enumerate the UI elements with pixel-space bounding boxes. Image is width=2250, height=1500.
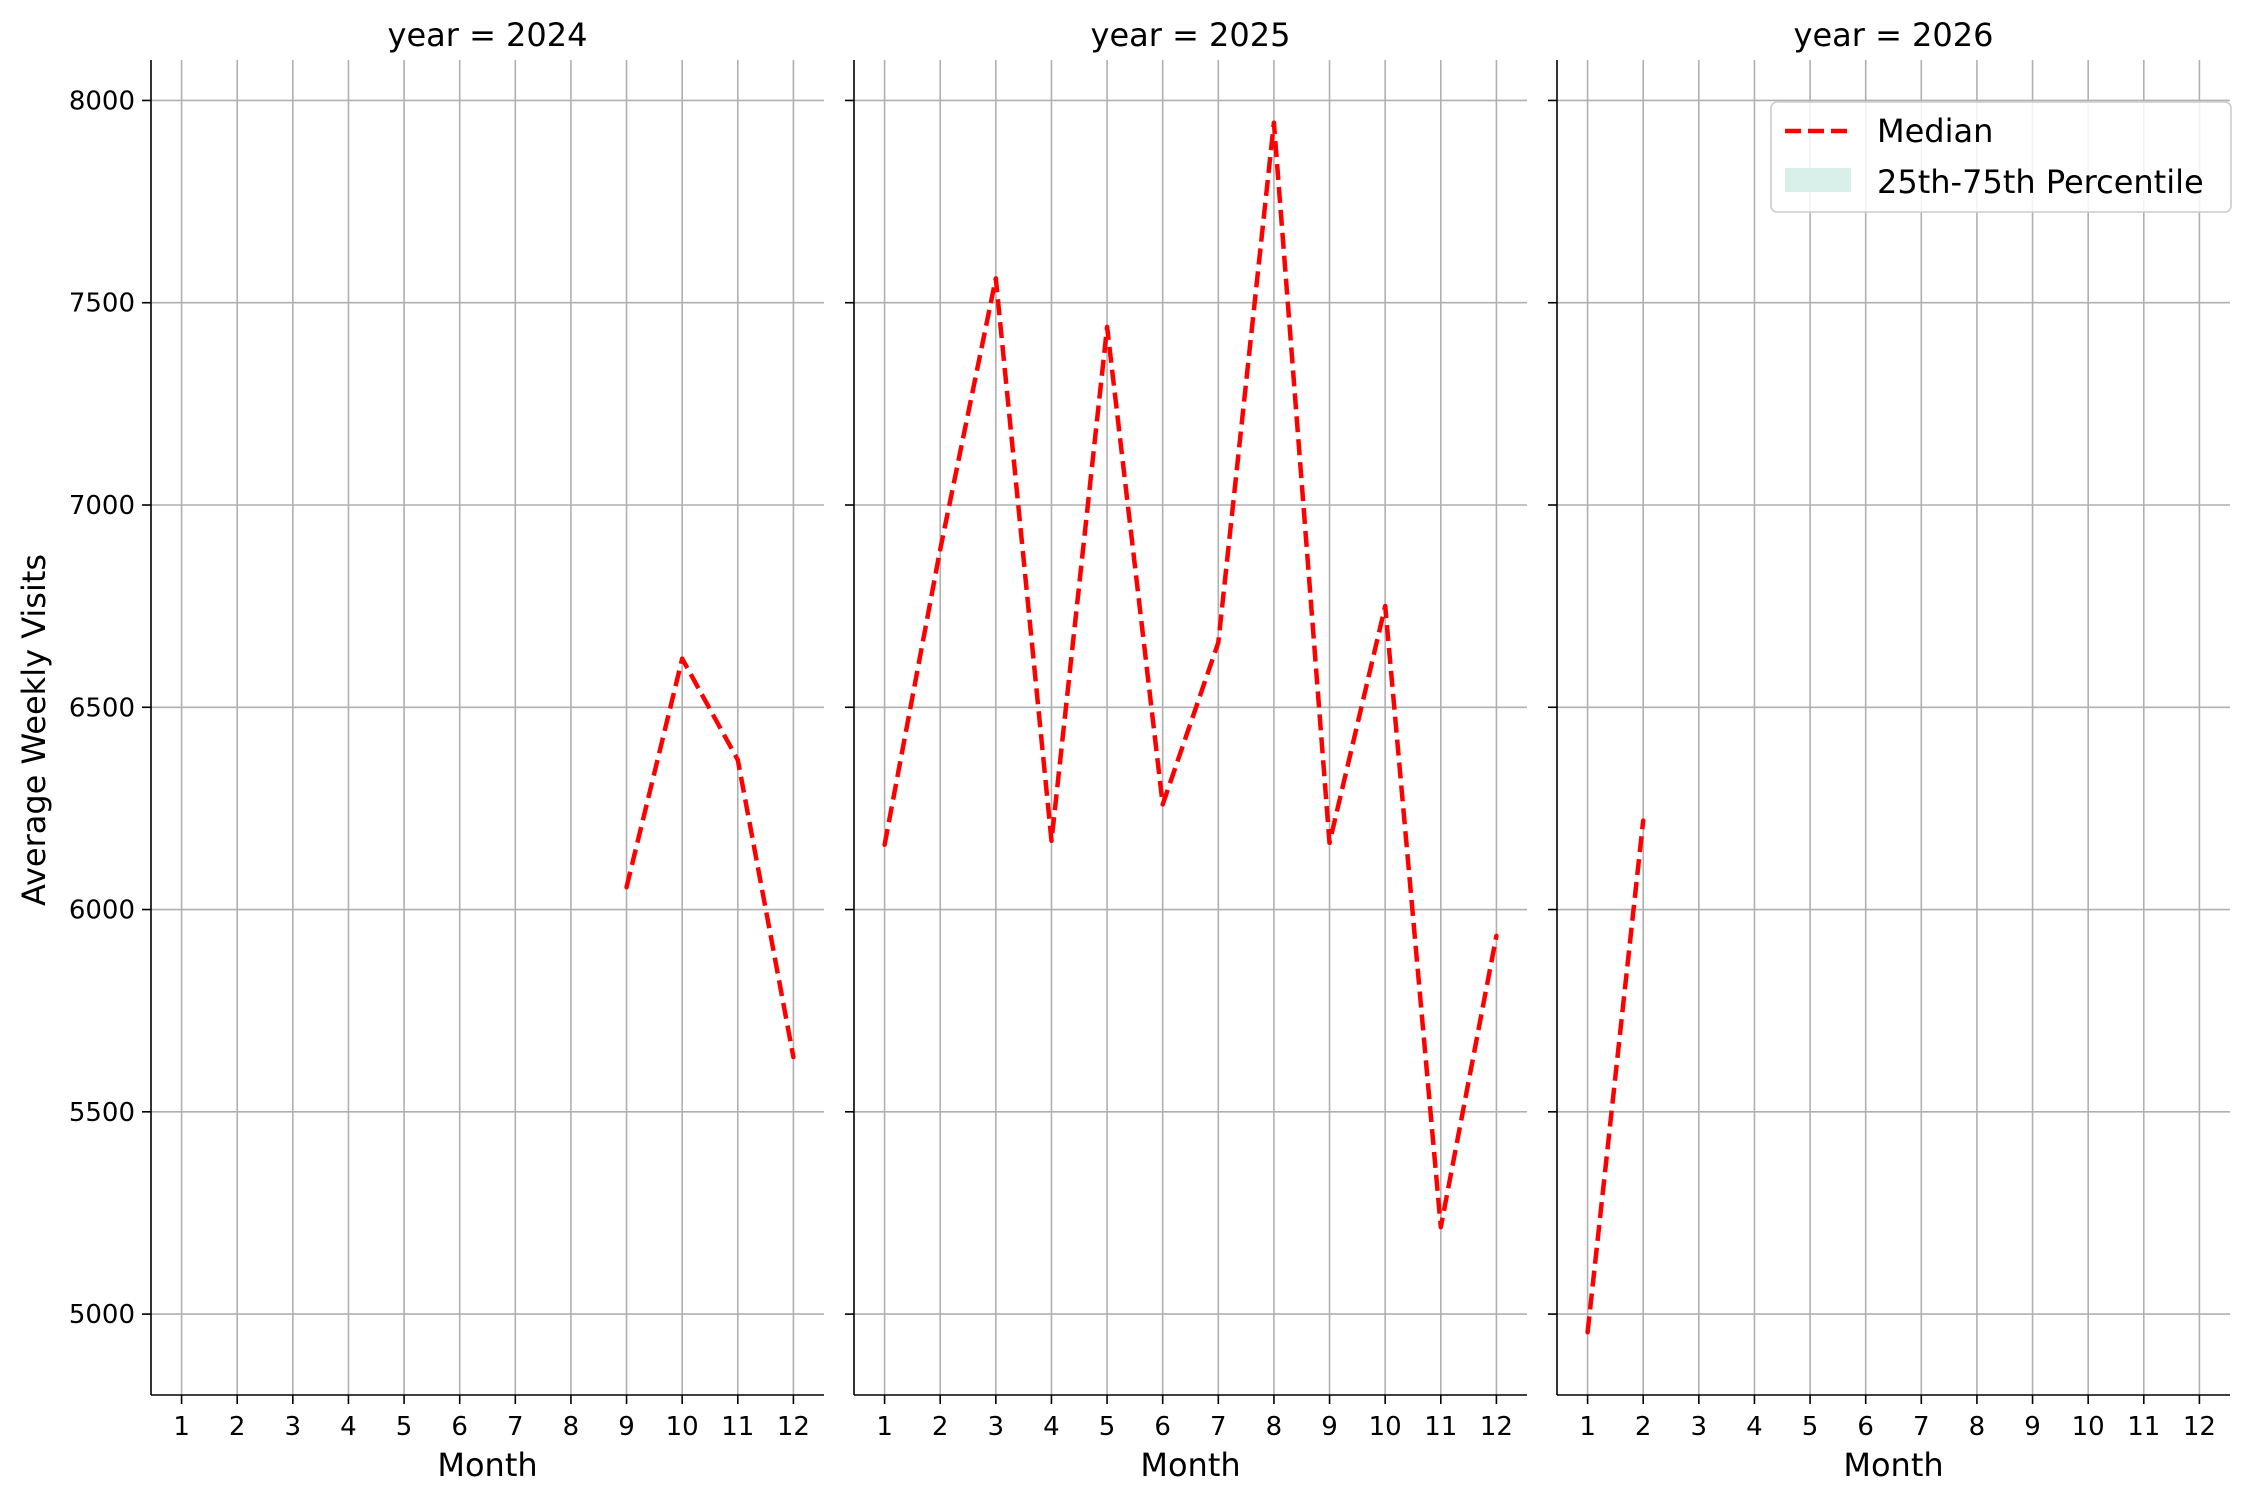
median-point: [1160, 802, 1165, 807]
median-point: [938, 547, 943, 552]
x-tick-label: 2: [932, 1412, 949, 1442]
median-point: [1585, 1330, 1590, 1335]
median-point: [882, 842, 887, 848]
median-point: [735, 757, 740, 763]
median-point: [624, 885, 629, 890]
x-tick-label: 9: [1321, 1412, 1338, 1442]
x-tick-label: 3: [988, 1412, 1005, 1442]
x-tick-label: 1: [876, 1412, 893, 1442]
median-point: [1382, 603, 1388, 609]
x-tick-label: 12: [777, 1412, 810, 1442]
x-axis-label: Month: [437, 1446, 537, 1484]
median-point: [1271, 120, 1277, 125]
y-tick-label: 5000: [69, 1300, 135, 1330]
legend-box: [1770, 101, 2232, 213]
x-tick-label: 9: [618, 1412, 635, 1442]
x-tick-label: 3: [285, 1412, 302, 1442]
legend-median-label: Median: [1877, 112, 1993, 150]
panel-title: year = 2024: [388, 16, 588, 54]
legend: Median 25th-75th Percentile: [1770, 101, 2232, 213]
x-tick-label: 4: [1043, 1412, 1060, 1442]
median-series-line: [1585, 820, 1646, 1333]
median-series-line: [624, 656, 796, 1058]
legend-percentile-swatch: [1785, 168, 1851, 192]
x-tick-label: 8: [1266, 1412, 1283, 1442]
y-tick-label: 5500: [69, 1098, 135, 1128]
y-axis-label: Average Weekly Visits: [15, 554, 53, 906]
y-tick-label: 6000: [69, 896, 135, 926]
x-tick-label: 6: [1857, 1412, 1874, 1442]
y-tick-label: 7000: [69, 491, 135, 521]
x-tick-label: 6: [451, 1412, 468, 1442]
x-tick-label: 2: [1635, 1412, 1652, 1442]
median-point: [1104, 324, 1110, 330]
x-tick-label: 12: [2183, 1412, 2216, 1442]
legend-percentile-label: 25th-75th Percentile: [1877, 163, 2204, 201]
median-point: [679, 656, 685, 661]
y-tick-label: 8000: [69, 86, 135, 116]
x-tick-label: 1: [173, 1412, 190, 1442]
y-tick-label: 6500: [69, 693, 135, 723]
x-tick-label: 8: [563, 1412, 580, 1442]
panel-title: year = 2026: [1794, 16, 1994, 54]
x-tick-label: 12: [1480, 1412, 1513, 1442]
x-tick-label: 10: [1369, 1412, 1402, 1442]
median-point: [1641, 818, 1646, 823]
x-tick-label: 10: [666, 1412, 699, 1442]
median-point: [1438, 1224, 1443, 1230]
x-tick-label: 7: [1913, 1412, 1930, 1442]
median-point: [1494, 933, 1499, 939]
median-series-line: [882, 120, 1499, 1230]
x-tick-label: 5: [1099, 1412, 1116, 1442]
x-tick-label: 7: [507, 1412, 524, 1442]
x-axis-label: Month: [1140, 1446, 1240, 1484]
x-tick-label: 2: [229, 1412, 246, 1442]
x-tick-label: 11: [2127, 1412, 2160, 1442]
x-tick-label: 7: [1210, 1412, 1227, 1442]
x-tick-label: 8: [1969, 1412, 1986, 1442]
y-tick-label: 7500: [69, 289, 135, 319]
x-axis-label: Month: [1843, 1446, 1943, 1484]
median-point: [791, 1055, 796, 1060]
x-tick-label: 11: [1424, 1412, 1457, 1442]
panel-title: year = 2025: [1091, 16, 1291, 54]
x-tick-label: 9: [2024, 1412, 2041, 1442]
x-tick-label: 5: [1802, 1412, 1819, 1442]
x-tick-label: 4: [340, 1412, 357, 1442]
x-tick-label: 5: [396, 1412, 413, 1442]
x-tick-label: 1: [1579, 1412, 1596, 1442]
median-point: [1049, 838, 1054, 843]
median-point: [1216, 640, 1221, 645]
median-point: [993, 276, 999, 281]
x-tick-label: 11: [721, 1412, 754, 1442]
x-tick-label: 4: [1746, 1412, 1763, 1442]
x-tick-label: 10: [2072, 1412, 2105, 1442]
x-tick-label: 6: [1154, 1412, 1171, 1442]
x-tick-label: 3: [1691, 1412, 1708, 1442]
median-point: [1327, 840, 1332, 845]
